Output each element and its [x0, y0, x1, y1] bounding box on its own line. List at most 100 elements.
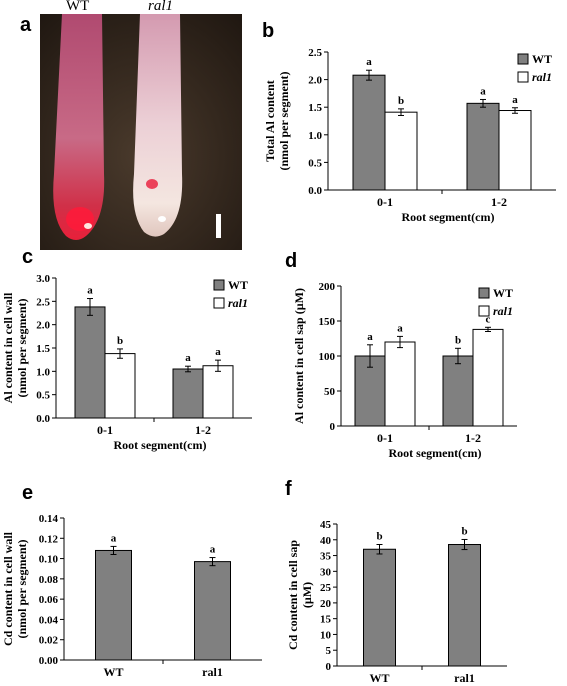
x-tick-label: WT — [103, 665, 123, 679]
y-tick-label: 2.5 — [36, 296, 50, 308]
y-tick-label: 1.5 — [308, 102, 322, 114]
y-axis-label: (nmol per segment) — [277, 71, 291, 170]
significance-letter: c — [486, 313, 491, 325]
chart-f-cd-cell-sap: 0 5 10 15 20 25 30 35 40 45 Cd content in cell sap… — [286, 519, 507, 684]
x-tick-label: 0-1 — [97, 423, 113, 437]
x-tick-label: 0-1 — [377, 195, 393, 209]
significance-letter: a — [367, 331, 373, 343]
bar-c-WT-1-2 — [172, 368, 204, 419]
y-tick-label: 0.06 — [39, 594, 59, 606]
significance-letter: b — [398, 95, 404, 107]
photo-label-wt: WT — [66, 0, 90, 14]
bar-c-WT-0-1 — [74, 306, 106, 419]
significance-letter: b — [455, 334, 461, 346]
y-tick-label: 0.10 — [39, 554, 59, 566]
panel-label-a: a — [20, 14, 32, 36]
legend-label: ral1 — [228, 296, 248, 310]
y-tick-label: 0.02 — [39, 635, 59, 647]
y-tick-label: 50 — [324, 386, 336, 398]
significance-letter: a — [210, 544, 216, 556]
legend-label: WT — [532, 52, 552, 66]
root-staining-photo — [40, 14, 242, 250]
y-tick-label: 45 — [320, 519, 332, 531]
y-tick-label: 0.00 — [39, 655, 59, 667]
bar-d-ral1-0-1 — [384, 341, 416, 427]
x-tick-label: WT — [369, 671, 389, 684]
bar-b-ral1-0-1 — [384, 111, 418, 191]
bar-e-series-ral1 — [194, 561, 231, 661]
y-axis-label: Cd content in cell wall — [1, 531, 15, 646]
significance-letter: a — [480, 85, 486, 97]
y-tick-label: 200 — [319, 281, 336, 293]
y-axis-label: (nmol per segment) — [15, 298, 29, 397]
legend-label: WT — [228, 278, 248, 292]
y-axis-label: Total Al content — [263, 80, 277, 162]
significance-letter: a — [215, 346, 221, 358]
y-axis-label: (µM) — [300, 582, 314, 608]
y-tick-label: 0.08 — [39, 574, 59, 586]
significance-letter: a — [111, 532, 117, 544]
bar-b-WT-0-1 — [352, 74, 386, 191]
y-tick-label: 30 — [320, 566, 332, 578]
y-tick-label: 0.5 — [36, 390, 50, 402]
y-tick-label: 40 — [320, 535, 332, 547]
y-tick-label: 150 — [319, 316, 336, 328]
x-axis-label: Root segment(cm) — [402, 210, 495, 224]
y-tick-label: 0.0 — [308, 185, 322, 197]
y-tick-label: 1.0 — [36, 366, 50, 378]
y-tick-label: 100 — [319, 351, 336, 363]
y-tick-label: 3.0 — [36, 273, 50, 285]
y-tick-label: 1.5 — [36, 343, 50, 355]
legend-swatch — [517, 71, 529, 83]
chart-d-al-cell-sap: 0 50 100 150 200 Al content in cell sap (µM) 0… — [292, 281, 517, 460]
legend-swatch — [517, 53, 529, 65]
bar-e-series-WT — [95, 549, 132, 661]
significance-letter: b — [117, 335, 123, 347]
legend-swatch — [478, 305, 490, 317]
chart-c-al-cell-wall: 0.0 0.5 1.0 1.5 2.0 2.5 3.0 Al content in cell … — [1, 273, 252, 452]
y-axis-label: Al content in cell wall — [1, 292, 15, 403]
x-tick-label: ral1 — [454, 671, 475, 684]
x-tick-label: ral1 — [202, 665, 223, 679]
significance-letter: a — [397, 322, 403, 334]
significance-letter: b — [376, 531, 382, 543]
x-tick-label: 0-1 — [377, 431, 393, 445]
significance-letter: a — [366, 56, 372, 68]
y-axis-label: Cd content in cell sap — [286, 540, 300, 650]
x-tick-label: 1-2 — [491, 195, 507, 209]
chart-b-total-al: 0.0 0.5 1.0 1.5 2.0 2.5 Total Al content (nmol … — [263, 47, 556, 224]
photo-label-ral1: ral1 — [148, 0, 174, 14]
y-tick-label: 0.04 — [39, 614, 59, 626]
bar-f-series-ral1 — [448, 544, 481, 667]
significance-letter: a — [185, 352, 191, 364]
y-tick-label: 35 — [320, 551, 332, 563]
legend-label: ral1 — [532, 70, 552, 84]
bar-f-series-WT — [363, 548, 396, 667]
y-tick-label: 0.0 — [36, 413, 50, 425]
bar-b-WT-1-2 — [466, 102, 500, 191]
x-axis-label: Root segment(cm) — [389, 446, 482, 460]
panel-label-d: d — [285, 250, 298, 272]
significance-letter: a — [512, 94, 518, 106]
panel-label-c: c — [22, 246, 34, 268]
legend-label: ral1 — [493, 304, 513, 318]
y-tick-label: 10 — [320, 629, 332, 641]
bar-b-ral1-1-2 — [498, 110, 532, 191]
x-tick-label: 1-2 — [465, 431, 481, 445]
y-axis-label: (nmol per segment) — [15, 539, 29, 638]
legend-swatch — [478, 287, 490, 299]
y-tick-label: 15 — [320, 614, 332, 626]
y-tick-label: 0 — [330, 421, 336, 433]
panel-label-f: f — [285, 478, 292, 500]
y-tick-label: 2.5 — [308, 47, 322, 59]
panel-label-e: e — [22, 482, 34, 504]
bar-d-ral1-1-2 — [472, 328, 504, 427]
legend-swatch — [213, 279, 225, 291]
y-tick-label: 25 — [320, 582, 332, 594]
chart-e-cd-cell-wall: 0.00 0.02 0.04 0.06 0.08 0.10 0.12 0.14 Cd conte… — [1, 513, 262, 679]
y-tick-label: 2.0 — [36, 320, 50, 332]
significance-letter: b — [461, 525, 467, 537]
y-tick-label: 1.0 — [308, 130, 322, 142]
y-tick-label: 20 — [320, 598, 332, 610]
bar-c-ral1-1-2 — [202, 365, 234, 419]
